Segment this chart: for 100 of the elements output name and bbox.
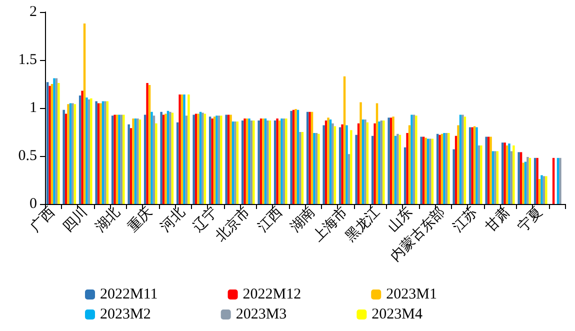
bar: [448, 132, 450, 204]
bar: [178, 94, 181, 204]
bar: [106, 101, 109, 204]
bar: [536, 158, 538, 204]
bar: [97, 103, 100, 204]
bar: [152, 116, 156, 204]
bar: [406, 132, 408, 204]
bar: [362, 120, 364, 204]
bar: [468, 127, 472, 204]
bar: [171, 112, 174, 204]
bar: [69, 103, 72, 204]
bar: [53, 78, 56, 204]
bar: [510, 151, 513, 204]
bar: [183, 94, 186, 204]
legend-label: 2022M11: [100, 286, 158, 302]
bar: [322, 125, 325, 204]
bar: [490, 136, 492, 204]
x-tick-label: 重庆: [124, 204, 156, 236]
bar: [390, 118, 392, 204]
bar: [457, 125, 460, 204]
bar: [262, 118, 264, 204]
bar: [350, 130, 352, 204]
y-tick-label: 1.5: [18, 52, 37, 68]
bar: [266, 120, 269, 204]
bar: [280, 118, 283, 204]
bar: [241, 120, 244, 204]
bar: [88, 99, 90, 204]
bar: [485, 136, 488, 204]
bar: [329, 120, 332, 204]
bar: [376, 103, 378, 204]
bar: [276, 118, 278, 204]
bar: [327, 118, 330, 204]
bar: [199, 112, 202, 204]
bar: [478, 145, 480, 204]
bar: [116, 114, 118, 204]
bar: [526, 156, 529, 204]
bar: [202, 112, 204, 204]
bar: [410, 114, 413, 204]
bar: [459, 114, 462, 204]
legend-label: 2023M1: [386, 286, 437, 302]
bar: [524, 162, 527, 204]
bar: [213, 116, 216, 204]
bar: [464, 116, 466, 204]
legend-label: 2023M3: [236, 306, 287, 322]
bar: [180, 94, 184, 204]
bar: [380, 120, 383, 204]
bar: [308, 112, 311, 204]
bar: [424, 138, 427, 204]
bar: [192, 114, 195, 204]
bar: [318, 134, 320, 204]
bar: [62, 110, 65, 204]
bar: [292, 110, 295, 204]
bar: [394, 136, 397, 204]
bar: [46, 82, 49, 204]
bar: [378, 121, 380, 204]
bar: [194, 114, 198, 204]
bar: [355, 134, 358, 204]
bar: [244, 118, 246, 204]
bar: [454, 136, 458, 204]
bar: [197, 114, 200, 204]
bar: [528, 158, 532, 204]
bar: [48, 86, 51, 204]
legend-label: 2022M12: [242, 286, 302, 302]
bar: [396, 134, 399, 204]
bar: [545, 176, 548, 204]
bar: [144, 114, 146, 204]
bar: [445, 132, 448, 204]
bar: [225, 114, 228, 204]
bar: [132, 118, 134, 204]
bar: [440, 134, 444, 204]
bar: [420, 136, 422, 204]
bar: [540, 175, 543, 204]
bar: [504, 142, 506, 204]
bar: [58, 83, 60, 204]
bar: [234, 121, 236, 204]
bar: [494, 151, 496, 204]
bar: [160, 112, 162, 204]
bar: [282, 118, 286, 204]
y-tick-label: 0.5: [18, 148, 37, 164]
bar: [443, 132, 446, 204]
bar: [122, 114, 125, 204]
bar: [338, 127, 342, 204]
bar: [334, 126, 336, 204]
bar: [324, 120, 328, 204]
bar: [542, 176, 546, 204]
bar: [278, 120, 281, 204]
bar: [136, 118, 139, 204]
bar: [371, 136, 374, 204]
bar: [422, 136, 425, 204]
bar: [146, 83, 148, 204]
y-tick-label: 1: [30, 100, 37, 116]
bar: [150, 112, 153, 204]
bar: [252, 120, 255, 204]
bar: [452, 149, 455, 204]
bar: [348, 154, 350, 204]
bar: [512, 145, 515, 204]
bar: [310, 112, 314, 204]
bar: [264, 118, 267, 204]
bar: [508, 144, 510, 204]
legend-label: 2023M2: [100, 306, 151, 322]
